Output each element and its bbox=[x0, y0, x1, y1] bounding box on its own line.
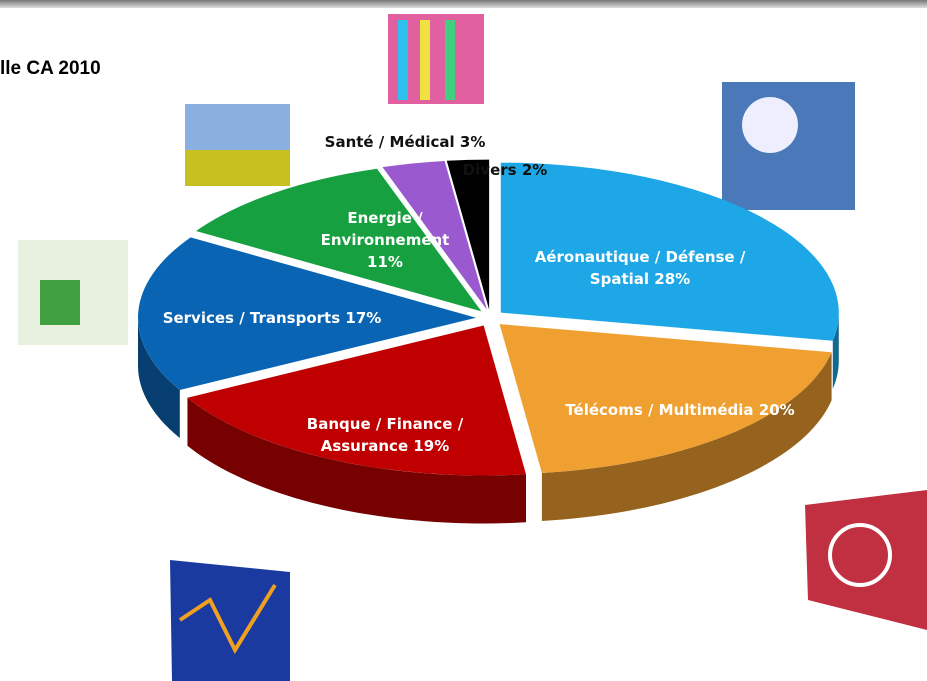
value-label: 3% bbox=[459, 133, 486, 151]
photo-medical-tube bbox=[445, 20, 455, 100]
chart-title: lle CA 2010 bbox=[0, 58, 101, 79]
value-label: 2% bbox=[521, 161, 548, 179]
slice-label: Energie / Environnement 11% bbox=[305, 207, 465, 273]
slice-label: Divers 2% bbox=[455, 159, 555, 181]
pie-slice-side bbox=[541, 352, 832, 521]
pie-slice bbox=[196, 168, 482, 312]
slice-label: Services / Transports 17% bbox=[162, 307, 382, 329]
value-label: 17% bbox=[345, 309, 382, 327]
photo-finance bbox=[170, 560, 290, 681]
photo-medical-tube bbox=[420, 20, 430, 100]
pie-slice bbox=[446, 159, 490, 310]
photo-telecom bbox=[805, 490, 927, 630]
category-label: Banque / Finance / Assurance bbox=[306, 415, 464, 455]
photo-energy-field bbox=[185, 150, 290, 186]
category-label: Energie / Environnement bbox=[320, 209, 450, 249]
slice-label: Banque / Finance / Assurance 19% bbox=[285, 413, 485, 457]
value-label: 19% bbox=[413, 437, 450, 455]
photo-telecom-wave bbox=[828, 523, 892, 587]
decor-images bbox=[18, 14, 927, 681]
value-label: 28% bbox=[654, 270, 691, 288]
category-label: Services / Transports bbox=[162, 309, 341, 327]
top-bar bbox=[0, 0, 927, 8]
pie-slice bbox=[499, 324, 832, 473]
photo-transport-city bbox=[40, 280, 80, 325]
pie-slice-side bbox=[138, 317, 180, 438]
pie-sides bbox=[138, 312, 839, 524]
slice-label: Aéronautique / Défense / Spatial 28% bbox=[520, 246, 760, 290]
pie-tops bbox=[138, 159, 839, 476]
category-label: Aéronautique / Défense / Spatial bbox=[534, 248, 746, 288]
photo-aero-engine bbox=[742, 97, 798, 153]
pie-slice-side bbox=[187, 397, 527, 524]
value-label: 20% bbox=[758, 401, 795, 419]
slice-label: Télécoms / Multimédia 20% bbox=[550, 399, 810, 421]
category-label: Divers bbox=[462, 161, 517, 179]
pie-slice bbox=[187, 325, 527, 476]
photo-finance-arrow bbox=[178, 583, 277, 655]
slice-label: Santé / Médical 3% bbox=[320, 131, 490, 153]
pie-slice bbox=[138, 237, 477, 390]
photo-medical-tube bbox=[398, 20, 408, 100]
category-label: Télécoms / Multimédia bbox=[565, 401, 754, 419]
category-label: Santé / Médical bbox=[324, 133, 455, 151]
pie-slice bbox=[500, 162, 839, 341]
pie-slice bbox=[382, 160, 487, 310]
pie-slice-side bbox=[832, 312, 839, 389]
value-label: 11% bbox=[367, 253, 403, 271]
